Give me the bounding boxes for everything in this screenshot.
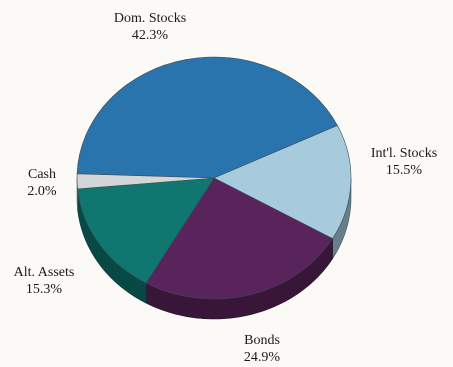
slice-int-l-stocks <box>213 125 352 240</box>
slice-name: Cash <box>27 167 56 182</box>
slice-label-bonds: Bonds 24.9% <box>244 332 280 366</box>
slice-label-cash: Cash 2.0% <box>27 166 56 200</box>
pie-slices <box>76 56 352 300</box>
slice-name: Bonds <box>244 333 280 348</box>
slice-name: Alt. Assets <box>13 265 75 280</box>
slice-cash <box>76 173 215 190</box>
slice-dom-stocks <box>76 56 338 179</box>
slice-percent: 42.3% <box>131 28 169 43</box>
slice-alt-assets <box>77 177 215 284</box>
slice-percent: 24.9% <box>243 350 281 365</box>
slice-label-alt-assets: Alt. Assets 15.3% <box>14 264 75 298</box>
slice-label-intl-stocks: Int'l. Stocks 15.5% <box>371 145 437 179</box>
slice-label-dom-stocks: Dom. Stocks 42.3% <box>114 10 186 44</box>
slice-percent: 15.3% <box>25 282 63 297</box>
slice-name: Int'l. Stocks <box>370 146 438 161</box>
slice-percent: 15.5% <box>385 163 423 178</box>
slice-name: Dom. Stocks <box>113 11 187 26</box>
slice-bonds <box>145 177 333 300</box>
slice-percent: 2.0% <box>27 184 57 199</box>
